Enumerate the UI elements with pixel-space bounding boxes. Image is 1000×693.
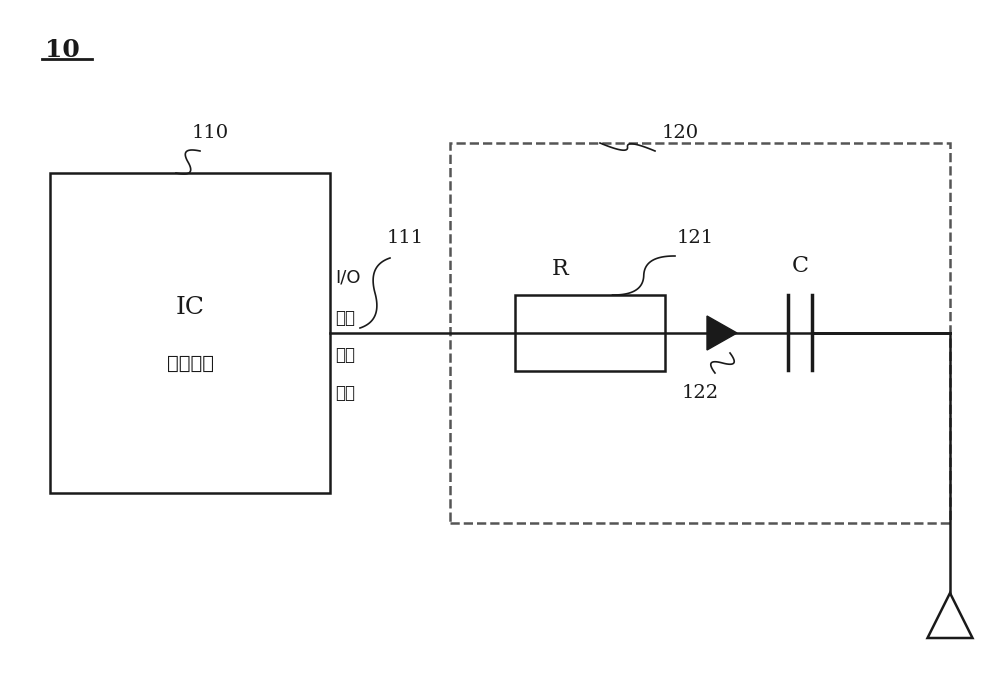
- Text: 111: 111: [386, 229, 424, 247]
- Text: 110: 110: [191, 124, 229, 142]
- Text: 输出: 输出: [335, 346, 355, 364]
- Text: 121: 121: [676, 229, 714, 247]
- Polygon shape: [707, 316, 737, 350]
- Text: 120: 120: [661, 124, 699, 142]
- FancyBboxPatch shape: [515, 295, 665, 371]
- Text: 端口: 端口: [335, 384, 355, 402]
- Text: 122: 122: [681, 384, 719, 402]
- Polygon shape: [928, 593, 972, 638]
- Text: I/O: I/O: [335, 269, 360, 287]
- Text: 集成电路: 集成电路: [166, 353, 214, 373]
- Text: IC: IC: [176, 297, 205, 319]
- FancyBboxPatch shape: [50, 173, 330, 493]
- Text: C: C: [792, 256, 808, 277]
- Text: 输入: 输入: [335, 309, 355, 327]
- Text: R: R: [552, 258, 568, 280]
- Text: 10: 10: [45, 38, 80, 62]
